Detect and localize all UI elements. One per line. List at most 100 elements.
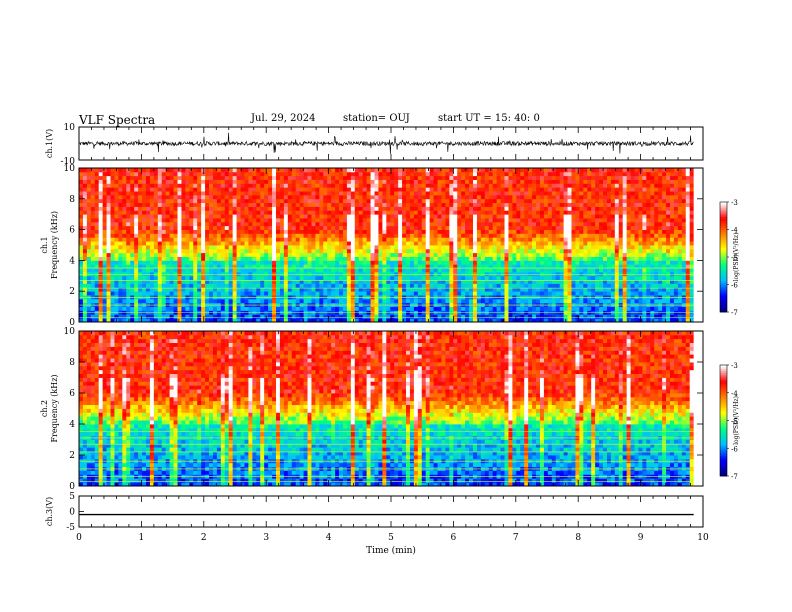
ch1-cell (287, 198, 293, 204)
ch1-cell (157, 218, 163, 223)
ch1-cell (469, 198, 474, 204)
ch1-cell (335, 175, 340, 180)
ch1-cell (315, 298, 320, 304)
ch1-cell (402, 191, 407, 196)
ch1-cell (248, 306, 253, 311)
ch1-cell (421, 194, 427, 200)
ch1-cell (528, 279, 533, 284)
ch1-cell (224, 202, 230, 207)
ch1-cell (90, 298, 96, 304)
ch1-cell (216, 252, 222, 257)
ch1-cell (291, 264, 297, 269)
ch1-cell (86, 225, 92, 230)
ch1-cell (339, 206, 344, 211)
ch1-cell (496, 179, 501, 184)
ch1-cell (532, 291, 537, 296)
ch1-cell (445, 187, 450, 192)
ch1-cell (82, 171, 88, 177)
ch1-cell (398, 206, 403, 211)
ch1-cell (224, 245, 230, 250)
ch1-cell (528, 306, 533, 311)
ch1-cell (161, 268, 167, 273)
ch1-cell (216, 210, 222, 215)
ch1-cell (134, 245, 139, 250)
ch1-cell (536, 298, 541, 304)
ch1-cell (114, 225, 119, 230)
ch1-cell (394, 279, 399, 284)
ch1-cell (299, 245, 304, 250)
ch1-cell (287, 314, 293, 319)
ch1-cell (181, 314, 186, 319)
ch1-cell (118, 275, 123, 281)
ch1-cell (79, 225, 84, 230)
ch1-cell (465, 287, 470, 292)
ch1-cell (469, 318, 474, 323)
ch1-cell (220, 198, 226, 204)
ch1-cell (177, 214, 182, 219)
ch1-cell (346, 298, 352, 304)
ch1-cell (216, 194, 222, 200)
ch1-cell (303, 248, 308, 254)
ch1-cell (476, 314, 482, 319)
ch1-cell (354, 218, 360, 223)
ch1-cell (323, 168, 328, 173)
ch1-cell (287, 287, 293, 292)
ch1-cell (374, 314, 379, 319)
ch1-cell (153, 248, 159, 254)
ch1-cell (177, 202, 182, 207)
ch1-cell (319, 202, 324, 207)
ch1-cell (161, 256, 167, 261)
ch1-cell (536, 214, 541, 219)
ch1-cell (299, 187, 304, 192)
ch1-cell (185, 187, 190, 192)
ch1-cell (335, 171, 340, 177)
ch1-cell (315, 233, 320, 238)
ch1-cell (319, 191, 324, 196)
ch1-cell (114, 287, 119, 292)
ch1-cell (142, 252, 147, 257)
ch1-cell (402, 183, 407, 188)
ch1-cell (165, 291, 171, 296)
ch1-cell (366, 191, 371, 196)
ch1-cell (240, 245, 245, 250)
ch1-cell (268, 210, 273, 215)
ch1-cell (425, 168, 431, 173)
ch1-cell (500, 218, 505, 223)
ch1-cell (205, 268, 210, 273)
ch1-cell (461, 225, 466, 230)
ch1-cell (169, 248, 174, 254)
ch1-cell (382, 168, 387, 173)
ch1-cell (98, 214, 104, 219)
ch1-cell (252, 287, 257, 292)
ch1-cell (118, 218, 123, 223)
ch1-cell (236, 260, 241, 265)
ch1-cell (130, 179, 135, 184)
ch1-cell (551, 314, 557, 319)
ch1-cell (394, 214, 399, 219)
ch1-cell (106, 298, 111, 304)
ch1-cell (516, 314, 521, 319)
ch1-cell (413, 279, 419, 284)
ch1-cell (209, 210, 214, 215)
ch1-cell (520, 298, 525, 304)
ch1-cell (354, 168, 360, 173)
ch1-cell (543, 183, 549, 188)
ch1-cell (169, 198, 174, 204)
ch1-cell (98, 233, 104, 238)
ch1-cell (287, 218, 293, 223)
ch1-cell (496, 171, 501, 177)
ch1-cell (508, 187, 513, 192)
ch1-cell (299, 283, 304, 288)
ch1-cell (512, 248, 517, 254)
ch1-cell (346, 171, 352, 177)
ch1-cell (161, 202, 167, 207)
ch1-cell (323, 237, 328, 242)
ch1-cell (354, 291, 360, 296)
ch1-cell (465, 229, 470, 234)
ch1-cell (142, 283, 147, 288)
ch1-cell (142, 221, 147, 227)
ch1-cell (169, 214, 174, 219)
ch1-cell (362, 171, 368, 177)
ch1-cell (476, 194, 482, 200)
ch1-cell (445, 191, 450, 196)
